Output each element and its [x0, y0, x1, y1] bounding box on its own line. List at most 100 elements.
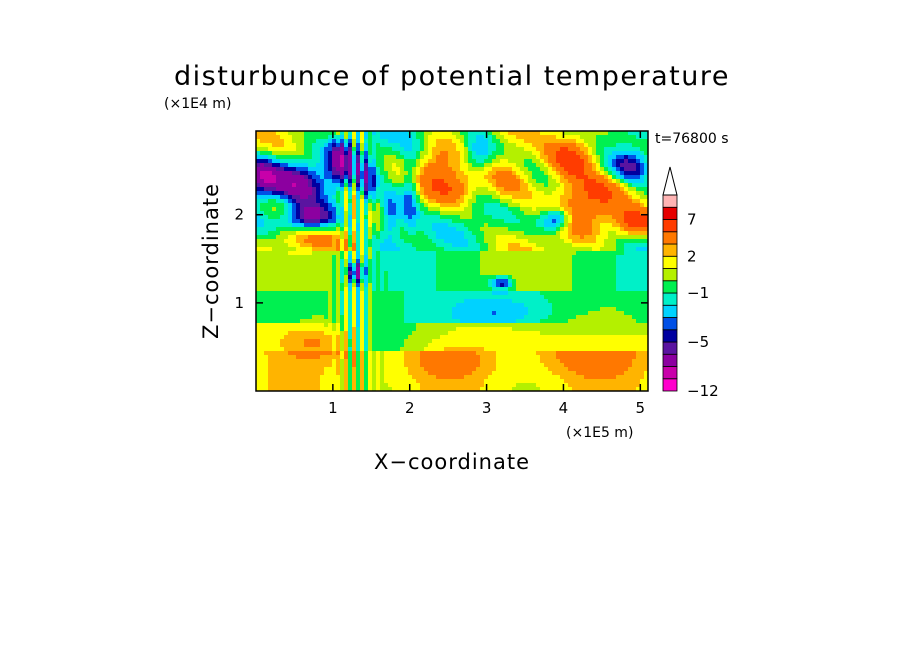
field-cell [632, 175, 637, 180]
field-cell [544, 299, 549, 304]
field-cell [380, 211, 385, 216]
field-cell [564, 227, 569, 232]
field-cell [312, 163, 317, 168]
field-cell [532, 199, 537, 204]
field-cell [368, 315, 373, 320]
field-cell [604, 307, 609, 312]
field-cell [400, 303, 405, 308]
field-cell [280, 219, 285, 224]
field-cell [548, 303, 553, 308]
field-cell [296, 327, 301, 332]
field-cell [300, 167, 305, 172]
field-cell [520, 243, 525, 248]
field-cell [380, 279, 385, 284]
field-cell [416, 255, 421, 260]
field-cell [332, 139, 337, 144]
field-cell [488, 231, 493, 236]
field-cell [356, 135, 361, 140]
field-cell [332, 159, 337, 164]
field-cell [584, 263, 589, 268]
field-cell [616, 163, 621, 168]
field-cell [280, 175, 285, 180]
field-cell [436, 159, 441, 164]
field-cell [512, 235, 517, 240]
field-cell [320, 307, 325, 312]
field-cell [392, 235, 397, 240]
field-cell [300, 259, 305, 264]
field-cell [540, 163, 545, 168]
field-cell [268, 207, 273, 212]
field-cell [508, 231, 513, 236]
field-cell [512, 131, 517, 136]
field-cell [284, 179, 289, 184]
field-cell [256, 215, 261, 220]
field-cell [640, 199, 645, 204]
field-cell [548, 167, 553, 172]
field-cell [604, 295, 609, 300]
field-cell [552, 235, 557, 240]
field-cell [388, 251, 393, 256]
field-cell [328, 283, 333, 288]
field-cell [496, 151, 501, 156]
field-cell [484, 167, 489, 172]
field-cell [456, 299, 461, 304]
field-cell [336, 255, 341, 260]
field-cell [632, 179, 637, 184]
field-cell [604, 219, 609, 224]
field-cell [492, 191, 497, 196]
field-cell [536, 291, 541, 296]
field-cell [516, 139, 521, 144]
field-cell [580, 131, 585, 136]
field-cell [284, 143, 289, 148]
field-cell [316, 251, 321, 256]
field-cell [592, 215, 597, 220]
field-cell [508, 259, 513, 264]
field-cell [376, 259, 381, 264]
field-cell [312, 287, 317, 292]
field-cell [424, 307, 429, 312]
field-cell [492, 227, 497, 232]
field-cell [640, 291, 645, 296]
field-cell [568, 263, 573, 268]
field-cell [592, 179, 597, 184]
field-cell [284, 239, 289, 244]
field-cell [516, 275, 521, 280]
field-cell [400, 307, 405, 312]
field-cell [384, 299, 389, 304]
field-cell [324, 239, 329, 244]
field-cell [480, 175, 485, 180]
field-cell [284, 175, 289, 180]
field-cell [596, 219, 601, 224]
field-cell [568, 319, 573, 324]
field-cell [536, 159, 541, 164]
field-cell [336, 155, 341, 160]
field-cell [456, 287, 461, 292]
field-cell [632, 227, 637, 232]
field-cell [472, 227, 477, 232]
field-cell [256, 287, 261, 292]
field-cell [596, 155, 601, 160]
field-cell [260, 147, 265, 152]
field-cell [360, 163, 365, 168]
field-cell [360, 175, 365, 180]
field-cell [404, 159, 409, 164]
field-cell [572, 315, 577, 320]
field-cell [620, 327, 625, 332]
field-cell [452, 187, 457, 192]
field-cell [548, 155, 553, 160]
field-cell [400, 131, 405, 136]
field-cell [352, 139, 357, 144]
field-cell [448, 155, 453, 160]
field-cell [440, 315, 445, 320]
field-cell [576, 155, 581, 160]
field-cell [296, 159, 301, 164]
field-cell [396, 311, 401, 316]
field-cell [356, 175, 361, 180]
field-cell [620, 135, 625, 140]
field-cell [616, 139, 621, 144]
field-cell [512, 187, 517, 192]
field-cell [516, 255, 521, 260]
field-cell [332, 143, 337, 148]
field-cell [396, 255, 401, 260]
field-cell [404, 283, 409, 288]
